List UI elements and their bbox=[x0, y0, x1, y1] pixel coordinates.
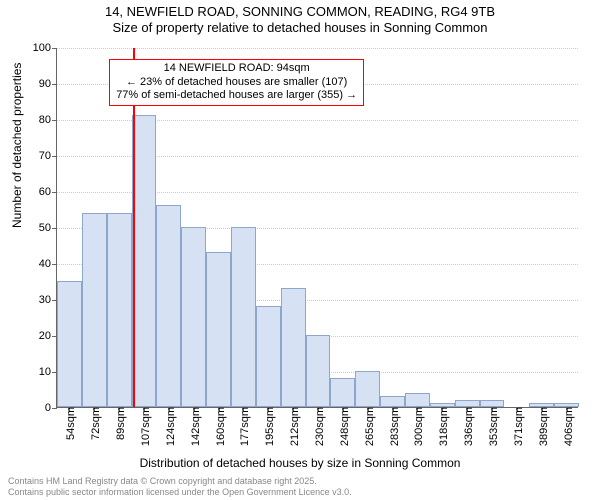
xtick-label: 160sqm bbox=[211, 407, 227, 446]
histogram-bar bbox=[480, 400, 505, 407]
ytick-label: 90 bbox=[39, 78, 57, 90]
ytick-label: 70 bbox=[39, 150, 57, 162]
histogram-bar bbox=[107, 213, 132, 407]
annotation-line: 14 NEWFIELD ROAD: 94sqm bbox=[116, 62, 357, 76]
ytick-label: 50 bbox=[39, 222, 57, 234]
y-axis-title: Number of detached properties bbox=[10, 63, 24, 228]
annotation-line: ← 23% of detached houses are smaller (10… bbox=[116, 76, 357, 90]
histogram-bar bbox=[181, 227, 206, 407]
ytick-label: 40 bbox=[39, 258, 57, 270]
histogram-bar bbox=[306, 335, 331, 407]
histogram-bar bbox=[82, 213, 107, 407]
footer-line-1: Contains HM Land Registry data © Crown c… bbox=[8, 476, 352, 487]
histogram-bar bbox=[231, 227, 256, 407]
histogram-bar bbox=[156, 205, 181, 407]
xtick-label: 389sqm bbox=[534, 407, 550, 446]
title-line-1: 14, NEWFIELD ROAD, SONNING COMMON, READI… bbox=[0, 4, 600, 20]
xtick-label: 72sqm bbox=[86, 407, 102, 440]
xtick-label: 248sqm bbox=[335, 407, 351, 446]
xtick-label: 371sqm bbox=[509, 407, 525, 446]
annotation-box: 14 NEWFIELD ROAD: 94sqm← 23% of detached… bbox=[109, 59, 364, 106]
histogram-bar bbox=[281, 288, 306, 407]
xtick-label: 265sqm bbox=[360, 407, 376, 446]
ytick-label: 0 bbox=[45, 402, 57, 414]
title-block: 14, NEWFIELD ROAD, SONNING COMMON, READI… bbox=[0, 0, 600, 37]
ytick-label: 10 bbox=[39, 366, 57, 378]
xtick-label: 212sqm bbox=[285, 407, 301, 446]
xtick-label: 142sqm bbox=[186, 407, 202, 446]
xtick-label: 89sqm bbox=[111, 407, 127, 440]
xtick-label: 318sqm bbox=[434, 407, 450, 446]
ytick-label: 80 bbox=[39, 114, 57, 126]
ytick-label: 100 bbox=[33, 42, 57, 54]
footer: Contains HM Land Registry data © Crown c… bbox=[8, 476, 352, 498]
ytick-label: 20 bbox=[39, 330, 57, 342]
histogram-bar bbox=[355, 371, 380, 407]
annotation-line: 77% of semi-detached houses are larger (… bbox=[116, 89, 357, 103]
footer-line-2: Contains public sector information licen… bbox=[8, 487, 352, 498]
ytick-label: 60 bbox=[39, 186, 57, 198]
plot-region: 010203040506070809010054sqm72sqm89sqm107… bbox=[56, 48, 578, 408]
chart-container: 14, NEWFIELD ROAD, SONNING COMMON, READI… bbox=[0, 0, 600, 500]
xtick-label: 107sqm bbox=[136, 407, 152, 446]
histogram-bar bbox=[405, 393, 430, 407]
histogram-bar bbox=[256, 306, 281, 407]
histogram-bar bbox=[57, 281, 82, 407]
histogram-bar bbox=[455, 400, 480, 407]
x-axis-title: Distribution of detached houses by size … bbox=[0, 456, 600, 470]
xtick-label: 124sqm bbox=[161, 407, 177, 446]
ytick-label: 30 bbox=[39, 294, 57, 306]
xtick-label: 177sqm bbox=[235, 407, 251, 446]
histogram-bar bbox=[380, 396, 405, 407]
gridline bbox=[57, 48, 578, 49]
title-line-2: Size of property relative to detached ho… bbox=[0, 20, 600, 36]
xtick-label: 54sqm bbox=[61, 407, 77, 440]
histogram-bar bbox=[206, 252, 231, 407]
chart-area: 010203040506070809010054sqm72sqm89sqm107… bbox=[56, 48, 578, 408]
histogram-bar bbox=[330, 378, 355, 407]
histogram-bar bbox=[132, 115, 157, 407]
xtick-label: 336sqm bbox=[459, 407, 475, 446]
xtick-label: 300sqm bbox=[409, 407, 425, 446]
xtick-label: 230sqm bbox=[310, 407, 326, 446]
xtick-label: 406sqm bbox=[559, 407, 575, 446]
xtick-label: 283sqm bbox=[385, 407, 401, 446]
xtick-label: 195sqm bbox=[260, 407, 276, 446]
xtick-label: 353sqm bbox=[484, 407, 500, 446]
